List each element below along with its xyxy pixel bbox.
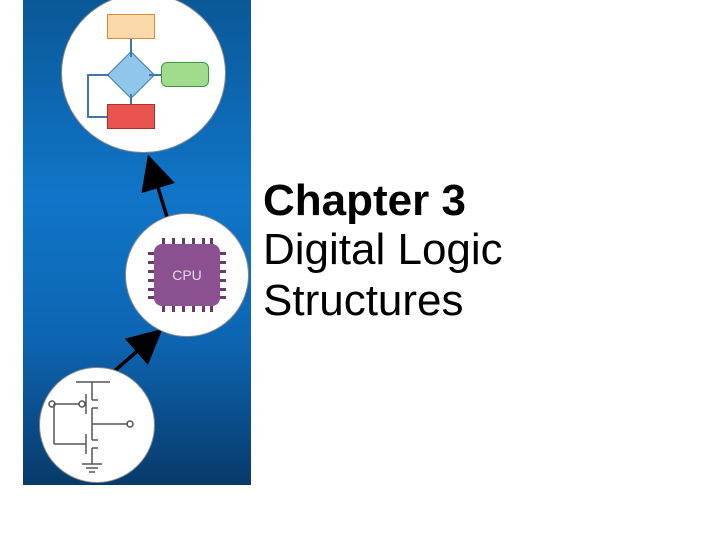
chapter-label: Chapter 3: [263, 177, 503, 225]
flowchart-circle: [61, 0, 226, 153]
flowchart-node-end: [107, 104, 155, 129]
chapter-subtitle-line2: Structures: [263, 276, 503, 327]
flowchart-node-start: [107, 14, 155, 39]
cpu-label: CPU: [172, 267, 202, 283]
side-panel: CPU: [23, 0, 251, 485]
flowchart-edge: [149, 74, 161, 76]
chapter-subtitle-line1: Digital Logic: [263, 225, 503, 276]
cpu-circle: CPU: [125, 213, 249, 337]
chapter-title-block: Chapter 3 Digital Logic Structures: [263, 177, 503, 327]
flowchart-edge: [130, 39, 132, 57]
flowchart-edge: [130, 94, 132, 104]
flowchart-edge: [87, 116, 107, 118]
flowchart-node-decision: [107, 51, 155, 99]
flowchart-edge: [87, 74, 89, 116]
cpu-chip: CPU: [154, 244, 220, 306]
transistor-schematic: [40, 368, 156, 484]
flowchart-node-action: [161, 62, 209, 87]
flowchart-edge: [87, 74, 109, 76]
transistor-circle: [39, 367, 155, 483]
